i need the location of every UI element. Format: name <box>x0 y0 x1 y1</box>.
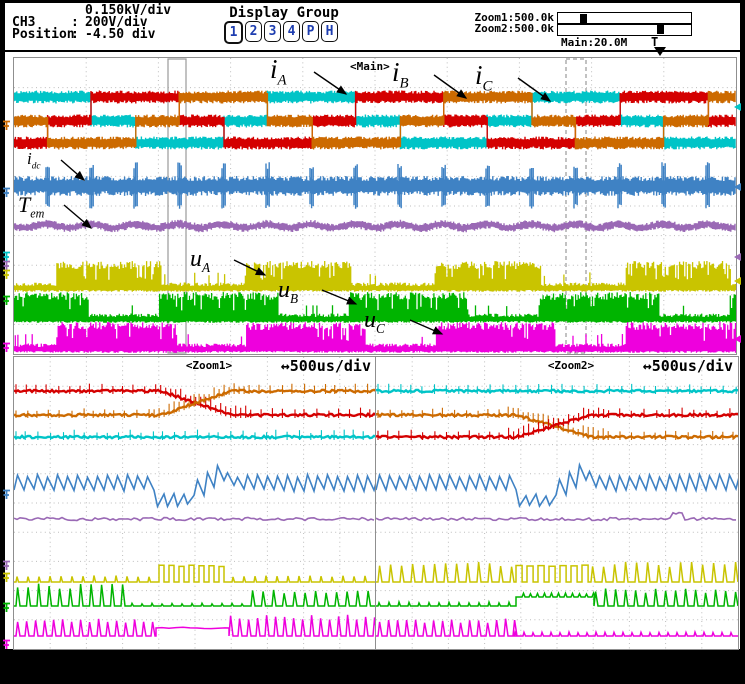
position-label: Position <box>12 27 75 42</box>
trace-label-ia: iA <box>270 54 287 89</box>
main-window-tag: <Main> <box>350 60 390 73</box>
ch3-scale-top: 0.150kV/div <box>85 3 172 18</box>
position-value: -4.50 div <box>85 27 156 42</box>
main-timebase-label: Main:20.0M <box>561 36 628 49</box>
zoom1-waveform-plot <box>14 357 376 649</box>
zoom2-timebase: ↔500us/div <box>642 357 733 375</box>
ua-ground-marker-icon[interactable] <box>2 568 13 587</box>
ic-ground-marker-icon[interactable] <box>2 116 13 135</box>
main-waveform-plot <box>14 58 736 354</box>
tem-level-marker-icon[interactable] <box>734 253 741 261</box>
trace-label-ic: iC <box>475 60 493 95</box>
uc-level-marker-icon[interactable] <box>734 335 741 343</box>
ch3-colon: : <box>71 15 79 30</box>
trace-label-uc: uC <box>364 307 385 336</box>
main-waveform-window: <Main> iA iB iC idc Tem uA uB uC <box>13 54 737 355</box>
zoom2-window-tag: <Zoom2> <box>547 359 595 372</box>
position-colon: : <box>71 27 79 42</box>
ua-level-marker-icon[interactable] <box>734 277 741 285</box>
scope-display-area: 0.150kV/div CH3 : 200V/div Position : -4… <box>2 3 741 650</box>
idc-ground-marker-icon[interactable] <box>2 485 13 504</box>
zoom2-waveform-plot <box>376 357 738 649</box>
tem-ground-marker-icon[interactable] <box>2 256 13 275</box>
display-group-button-4[interactable]: 4 <box>283 21 300 42</box>
display-group-button-h[interactable]: H <box>321 21 338 42</box>
zoom1-factor-label: Zoom1:500.0k <box>474 11 554 24</box>
trace-label-tem: Tem <box>18 192 45 221</box>
idc-level-marker-icon[interactable] <box>734 183 741 191</box>
trace-label-idc: idc <box>27 149 41 172</box>
tem-ground-marker-icon[interactable] <box>2 556 13 575</box>
ia-level-marker-icon[interactable] <box>734 103 741 111</box>
ia-ground-marker-icon[interactable] <box>2 247 13 266</box>
zoom-position-bar[interactable] <box>557 12 692 36</box>
display-group-button-1[interactable]: 1 <box>224 21 243 44</box>
uc-ground-marker-icon[interactable] <box>2 635 13 654</box>
ch3-scale: 200V/div <box>85 15 148 30</box>
trace-label-ua: uA <box>190 246 211 275</box>
ub-ground-marker-icon[interactable] <box>2 291 13 310</box>
display-group-button-p[interactable]: P <box>302 21 319 42</box>
display-group-title: Display Group <box>229 5 339 21</box>
display-group-buttons: 1 2 3 4 P H <box>224 21 338 44</box>
zoom1-timebase: ↔500us/div <box>280 357 371 375</box>
idc-ground-marker-icon[interactable] <box>2 183 13 202</box>
zoom1-position-marker[interactable] <box>580 14 587 23</box>
zoom2-position-marker[interactable] <box>657 25 664 34</box>
annotation-arrows <box>60 71 552 335</box>
uc-ground-marker-icon[interactable] <box>2 338 13 357</box>
zoom2-window: <Zoom2> ↔500us/div <box>375 356 739 650</box>
trace-label-ub: uB <box>278 277 299 306</box>
zoom-bar-divider <box>558 23 691 25</box>
ub-ground-marker-icon[interactable] <box>2 598 13 617</box>
display-group-button-2[interactable]: 2 <box>245 21 262 42</box>
ua-ground-marker-icon[interactable] <box>2 265 13 284</box>
header-separator <box>5 50 740 52</box>
zoom1-window: <Zoom1> ↔500us/div <box>13 356 377 650</box>
zoom1-window-tag: <Zoom1> <box>185 359 233 372</box>
trigger-label: T <box>651 35 659 49</box>
ch3-label: CH3 <box>12 15 36 30</box>
display-group-button-3[interactable]: 3 <box>264 21 281 42</box>
zoom2-factor-label: Zoom2:500.0k <box>474 22 554 35</box>
trace-label-ib: iB <box>392 57 409 92</box>
